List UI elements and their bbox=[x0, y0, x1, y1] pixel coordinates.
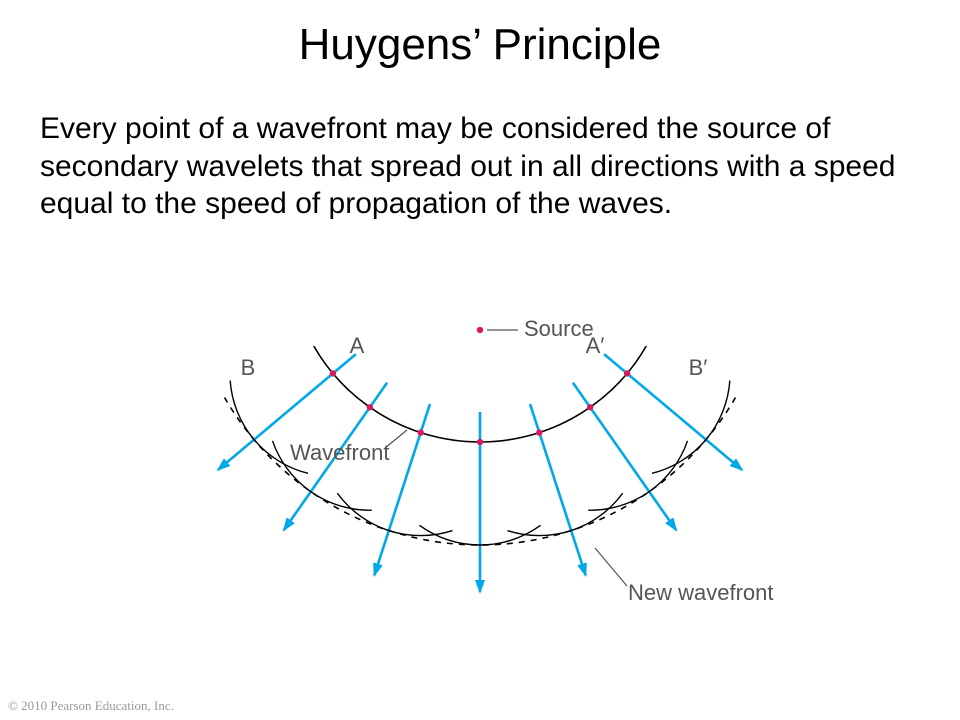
principle-description: Every point of a wavefront may be consid… bbox=[40, 110, 920, 223]
new_wavefront-label: New wavefront bbox=[628, 580, 774, 605]
new_wavefront-leader bbox=[595, 548, 627, 586]
wavefront-point-dot bbox=[477, 439, 483, 445]
wavefront-label: Wavefront bbox=[290, 440, 389, 465]
wavefront-point-dot bbox=[417, 429, 423, 435]
A-label: A bbox=[350, 333, 365, 358]
huygens-diagram: Source A A′ B B′ Wavefront New wavefront bbox=[150, 320, 810, 660]
copyright: © 2010 Pearson Education, Inc. bbox=[8, 698, 174, 714]
source-label: Source bbox=[524, 320, 594, 341]
wavefront-point-dot bbox=[536, 429, 542, 435]
B_prime-label: B′ bbox=[689, 355, 708, 380]
wavefront-point-dot bbox=[330, 370, 336, 376]
wavefront-point-dot bbox=[587, 404, 593, 410]
slide: Huygens’ Principle Every point of a wave… bbox=[0, 0, 960, 720]
huygens-svg: Source A A′ B B′ Wavefront New wavefront bbox=[150, 320, 810, 660]
A_prime-label: A′ bbox=[586, 333, 605, 358]
wavefront-point-dot bbox=[624, 370, 630, 376]
wavefront-point-dot bbox=[367, 404, 373, 410]
page-title: Huygens’ Principle bbox=[0, 20, 960, 70]
source-dot bbox=[477, 327, 483, 333]
B-label: B bbox=[241, 355, 256, 380]
